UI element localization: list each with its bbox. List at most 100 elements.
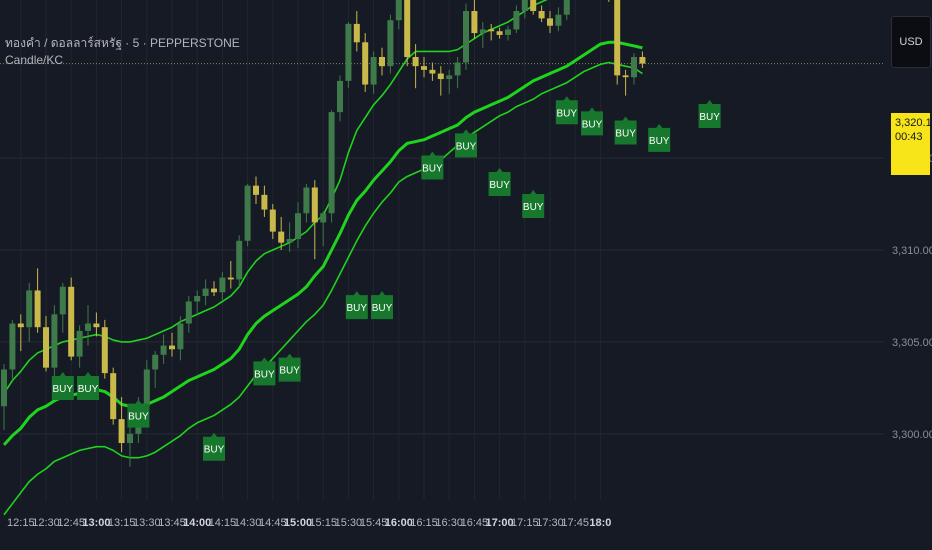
candle-body xyxy=(118,419,125,444)
candle xyxy=(68,277,75,361)
buy-label-text: BUY xyxy=(615,129,636,140)
candle-body xyxy=(127,433,133,444)
candle xyxy=(127,424,133,467)
candle xyxy=(34,268,41,333)
candle xyxy=(227,261,234,289)
candle-body xyxy=(152,354,159,370)
candle xyxy=(110,367,117,425)
candle-body xyxy=(530,0,537,12)
candle-body xyxy=(513,11,520,30)
buy-label-text: BUY xyxy=(649,136,670,147)
x-tick-label: 15:15 xyxy=(309,517,337,529)
candle xyxy=(622,69,629,96)
x-tick-label: 13:00 xyxy=(82,517,110,529)
candle xyxy=(513,5,520,34)
candle xyxy=(311,180,318,260)
symbol-title[interactable]: ทองคำ / ดอลลาร์สหรัฐ · 5 · PEPPERSTONE xyxy=(5,36,240,50)
candle-body xyxy=(17,323,24,328)
candle xyxy=(429,62,436,81)
candle-body xyxy=(93,323,100,328)
candle-body xyxy=(437,73,444,80)
candle-body xyxy=(219,277,226,293)
x-tick-label: 14:00 xyxy=(183,517,211,529)
candle-body xyxy=(194,295,201,302)
candle xyxy=(278,216,285,250)
candle xyxy=(9,319,16,379)
x-tick-label: 17:15 xyxy=(511,517,539,529)
candle-body xyxy=(563,0,570,15)
candle xyxy=(253,176,259,205)
candle xyxy=(43,316,49,372)
candle xyxy=(437,66,444,96)
candle xyxy=(614,0,621,85)
x-tick-label: 17:45 xyxy=(561,517,589,529)
buy-label-bg xyxy=(371,291,393,320)
candle xyxy=(211,281,217,296)
candle xyxy=(320,211,327,247)
x-tick-label: 14:15 xyxy=(209,517,237,529)
candle-body xyxy=(59,286,66,315)
buy-label-bg xyxy=(555,96,578,125)
candle xyxy=(496,27,503,39)
keltner-lower-line xyxy=(3,61,643,516)
candle-body xyxy=(362,42,369,85)
buy-label-bg xyxy=(522,190,545,219)
buy-label-text: BUY xyxy=(489,180,510,191)
candle xyxy=(608,0,610,2)
candle-body xyxy=(337,80,343,113)
buy-label-bg xyxy=(278,353,301,382)
candle-body xyxy=(404,0,411,57)
candle xyxy=(454,56,461,89)
candle-body xyxy=(253,185,259,195)
candle-body xyxy=(345,23,352,81)
candle xyxy=(51,305,58,379)
buy-label-text: BUY xyxy=(372,303,393,314)
candle-body xyxy=(110,373,117,420)
currency-button[interactable]: USD xyxy=(891,16,931,68)
buy-signal: BUY xyxy=(371,291,393,320)
candle xyxy=(395,0,402,30)
indicator-name[interactable]: Candle/KC xyxy=(5,53,64,67)
x-tick-label: 13:45 xyxy=(158,517,186,529)
candle xyxy=(446,69,453,94)
buy-signal: BUY xyxy=(421,151,444,180)
candle xyxy=(286,222,293,252)
buy-label-bg xyxy=(488,167,511,196)
x-tick-label: 15:00 xyxy=(284,517,312,529)
candle-body xyxy=(479,29,486,34)
time-axis[interactable]: 12:1512:3012:4513:0013:1513:3013:4514:00… xyxy=(7,517,611,529)
buy-label-bg xyxy=(455,129,477,158)
candle-body xyxy=(202,288,209,296)
buy-label-bg xyxy=(51,372,74,401)
buy-label-bg xyxy=(345,291,368,320)
candle xyxy=(194,290,201,315)
buy-signal: BUY xyxy=(278,353,301,382)
candle xyxy=(17,314,24,352)
grid-lines xyxy=(0,0,884,500)
candle-body xyxy=(463,11,469,63)
candle-body xyxy=(9,323,16,370)
x-tick-label: 14:45 xyxy=(259,517,287,529)
buy-label-bg xyxy=(614,116,637,145)
candle xyxy=(521,0,528,19)
buy-label-bg xyxy=(421,151,444,180)
candle-body xyxy=(639,56,646,64)
x-tick-label: 13:15 xyxy=(108,517,136,529)
x-tick-label: 14:30 xyxy=(234,517,262,529)
buy-signal: BUY xyxy=(345,291,368,320)
buy-signal: BUY xyxy=(77,372,99,401)
candle xyxy=(404,0,411,67)
candle-body xyxy=(278,231,285,243)
candle xyxy=(219,272,226,300)
buy-signal: BUY xyxy=(614,116,637,145)
candle-body xyxy=(211,288,217,293)
candle xyxy=(471,0,478,39)
candle xyxy=(387,14,394,74)
candle xyxy=(303,183,310,223)
candle-body xyxy=(521,0,528,12)
candle xyxy=(421,56,427,78)
price-axis[interactable]: 3,300.003,305.003,310.003,315.00 xyxy=(892,153,932,441)
candle-body xyxy=(496,31,503,35)
candle-body xyxy=(26,290,33,328)
